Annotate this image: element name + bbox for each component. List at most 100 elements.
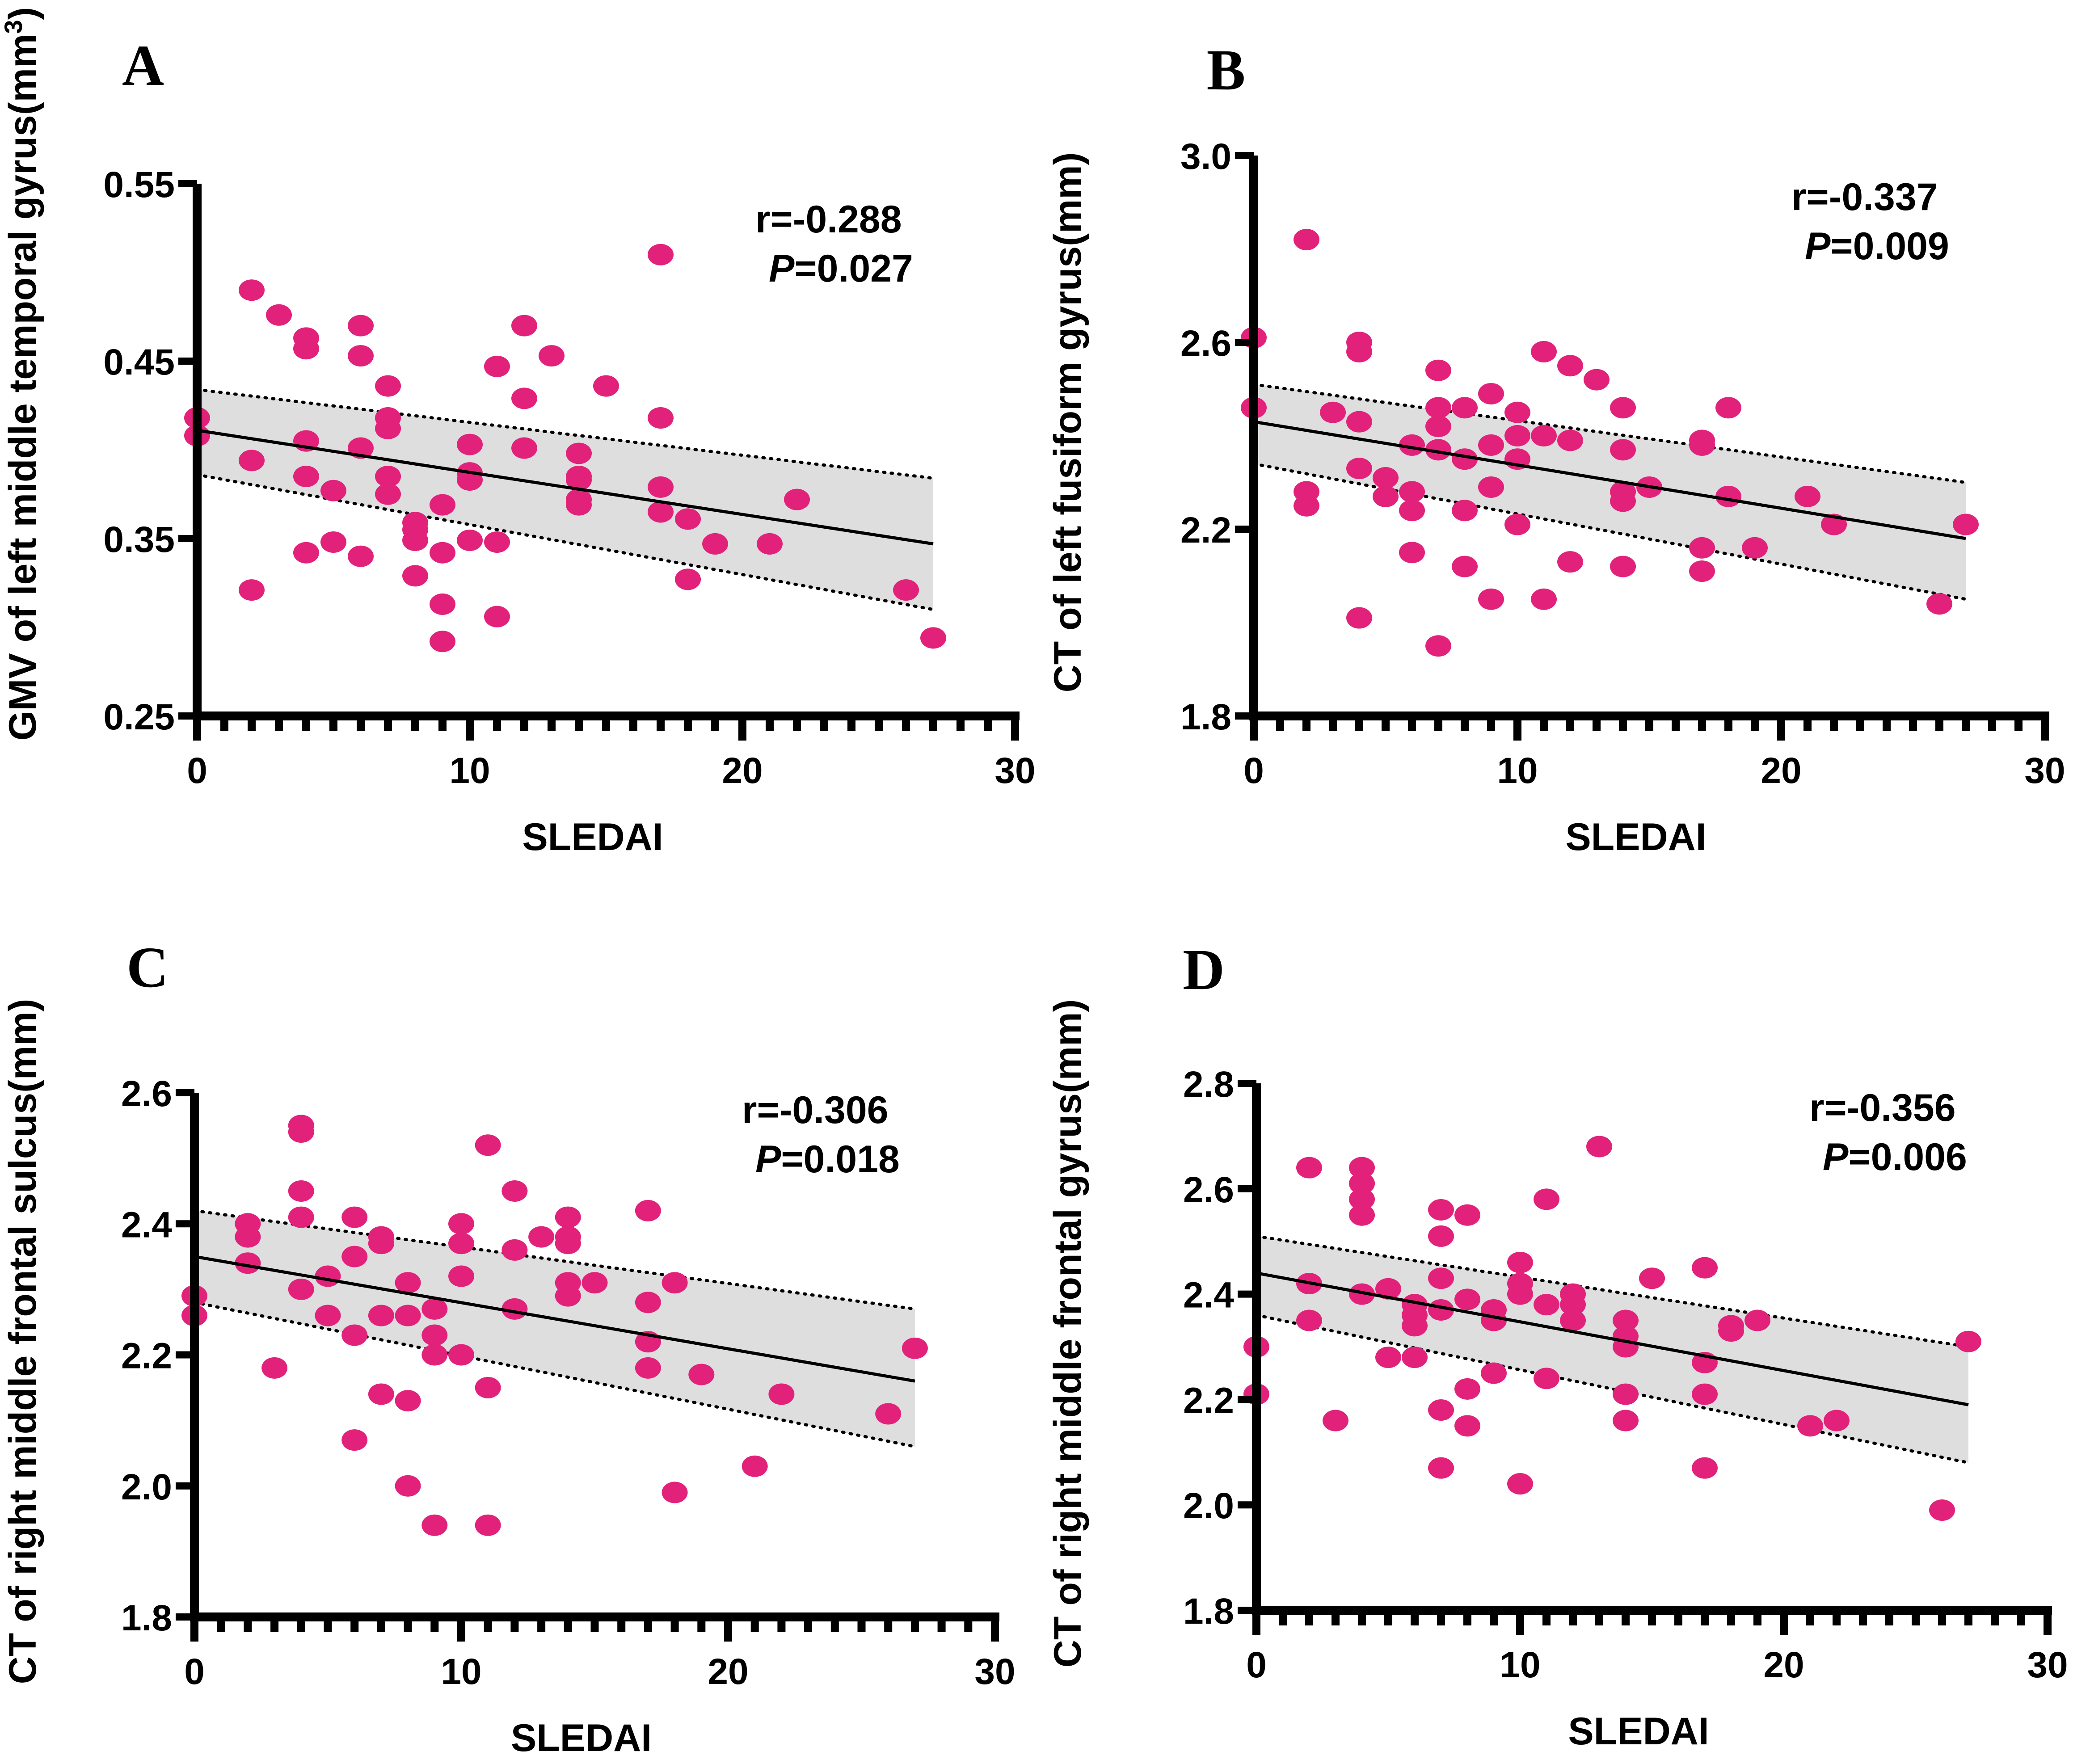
data-point bbox=[539, 345, 565, 367]
ci-upper-line bbox=[1255, 1234, 1970, 1348]
correlation-r: r=-0.288 bbox=[755, 198, 902, 241]
p-value-label: P bbox=[755, 1138, 781, 1181]
data-point bbox=[1373, 467, 1399, 489]
data-point bbox=[1454, 1288, 1480, 1310]
data-point bbox=[1689, 560, 1715, 582]
data-point bbox=[1718, 1320, 1744, 1342]
ci-lower-line bbox=[1255, 1314, 1970, 1465]
data-point bbox=[1454, 1204, 1480, 1226]
y-axis-title: CT of left fusiform gyrus(mm) bbox=[1046, 152, 1089, 693]
data-point bbox=[1613, 1309, 1639, 1331]
x-tick-label: 0 bbox=[184, 1651, 205, 1692]
data-point bbox=[1692, 1257, 1718, 1279]
y-axis-title-suffix: ) bbox=[1, 7, 44, 20]
y-axis-title: GMV of left middle temporal gyrus(mm3) bbox=[0, 7, 44, 741]
data-point bbox=[402, 565, 428, 587]
data-point bbox=[1955, 1330, 1981, 1352]
data-point bbox=[511, 387, 537, 409]
data-point bbox=[662, 1482, 688, 1503]
p-value-label: P bbox=[1823, 1136, 1849, 1179]
y-axis-title-sup: 3 bbox=[0, 20, 27, 34]
y-tick-label: 1.8 bbox=[121, 1598, 172, 1638]
data-point bbox=[348, 545, 374, 567]
p-value-number: =0.006 bbox=[1848, 1136, 1967, 1179]
data-point bbox=[566, 494, 592, 516]
data-point bbox=[1478, 588, 1504, 610]
panel-d: 1.8 2.0 2.2 2.4 2.6 2.8 0 10 20 30 SLEDAI CT of rig… bbox=[1045, 882, 2090, 1764]
data-point bbox=[511, 437, 537, 459]
data-point bbox=[1373, 485, 1399, 507]
data-point bbox=[1425, 359, 1451, 381]
data-point bbox=[288, 1206, 314, 1228]
data-point bbox=[1425, 416, 1451, 438]
data-point bbox=[430, 631, 455, 653]
y-tick-label: 2.4 bbox=[121, 1204, 172, 1245]
data-point bbox=[348, 345, 374, 367]
p-value-label: P bbox=[769, 247, 795, 290]
data-point bbox=[1425, 439, 1451, 461]
p-value-number: =0.027 bbox=[794, 247, 913, 290]
data-point bbox=[1346, 411, 1372, 433]
y-tick-label: 2.4 bbox=[1183, 1275, 1234, 1316]
data-point bbox=[1452, 500, 1478, 522]
data-point bbox=[430, 593, 455, 615]
correlation-r: r=-0.356 bbox=[1809, 1086, 1956, 1129]
y-axis-title-main: CT of right middle frontal gyrus(mm) bbox=[1046, 999, 1089, 1667]
correlation-r: r=-0.337 bbox=[1791, 176, 1938, 219]
data-point bbox=[1346, 458, 1372, 480]
data-point bbox=[1320, 401, 1346, 423]
panel-b: 1.8 2.2 2.6 3.0 0 10 20 30 SLEDAI CT of left fusi… bbox=[1045, 0, 2090, 882]
y-tick-label: 2.2 bbox=[121, 1336, 172, 1377]
data-point bbox=[875, 1403, 902, 1425]
data-point bbox=[421, 1324, 448, 1346]
data-point bbox=[1399, 500, 1425, 522]
data-point bbox=[1584, 369, 1610, 391]
data-point bbox=[1560, 1309, 1586, 1331]
data-point bbox=[235, 1226, 261, 1248]
data-point bbox=[421, 1344, 448, 1366]
data-point bbox=[511, 315, 537, 337]
data-point bbox=[1478, 476, 1504, 498]
data-point bbox=[757, 533, 783, 555]
data-point bbox=[430, 494, 455, 516]
data-point bbox=[395, 1272, 421, 1294]
data-point bbox=[1428, 1267, 1454, 1289]
panel-letter: C bbox=[126, 935, 169, 1000]
data-point bbox=[1534, 1294, 1559, 1316]
data-point bbox=[648, 244, 674, 265]
ci-lower-line bbox=[193, 1301, 917, 1448]
scatter-chart-d: 1.8 2.0 2.2 2.4 2.6 2.8 0 10 20 30 SLEDAI CT of rig… bbox=[1046, 938, 2068, 1753]
data-point bbox=[920, 627, 946, 649]
data-point bbox=[1346, 607, 1372, 629]
confidence-band bbox=[197, 389, 933, 610]
data-point bbox=[1715, 485, 1741, 507]
data-point bbox=[239, 450, 265, 472]
data-point bbox=[742, 1455, 768, 1477]
data-point bbox=[1428, 1225, 1454, 1247]
confidence-band bbox=[1256, 1236, 1968, 1463]
data-point bbox=[1715, 397, 1741, 419]
data-point bbox=[1613, 1410, 1639, 1431]
data-point bbox=[475, 1377, 501, 1398]
data-point bbox=[368, 1383, 394, 1405]
correlation-r: r=-0.306 bbox=[742, 1089, 889, 1132]
data-point bbox=[555, 1285, 581, 1307]
data-point bbox=[430, 542, 455, 564]
data-point bbox=[648, 476, 674, 498]
x-tick-label: 30 bbox=[994, 750, 1035, 791]
data-point bbox=[1296, 1157, 1322, 1179]
data-point bbox=[1610, 439, 1636, 461]
data-point bbox=[1507, 1251, 1533, 1273]
data-point bbox=[457, 434, 483, 455]
data-point bbox=[288, 1180, 314, 1202]
y-tick-label: 0.45 bbox=[103, 342, 175, 383]
data-point bbox=[555, 1233, 581, 1255]
p-value-label: P bbox=[1805, 225, 1831, 268]
data-point bbox=[1349, 1188, 1375, 1210]
data-point bbox=[341, 1429, 368, 1451]
data-point bbox=[555, 1206, 581, 1228]
data-point bbox=[402, 529, 428, 551]
data-point bbox=[1323, 1410, 1348, 1431]
data-point bbox=[1481, 1362, 1507, 1384]
data-point bbox=[1531, 425, 1557, 446]
